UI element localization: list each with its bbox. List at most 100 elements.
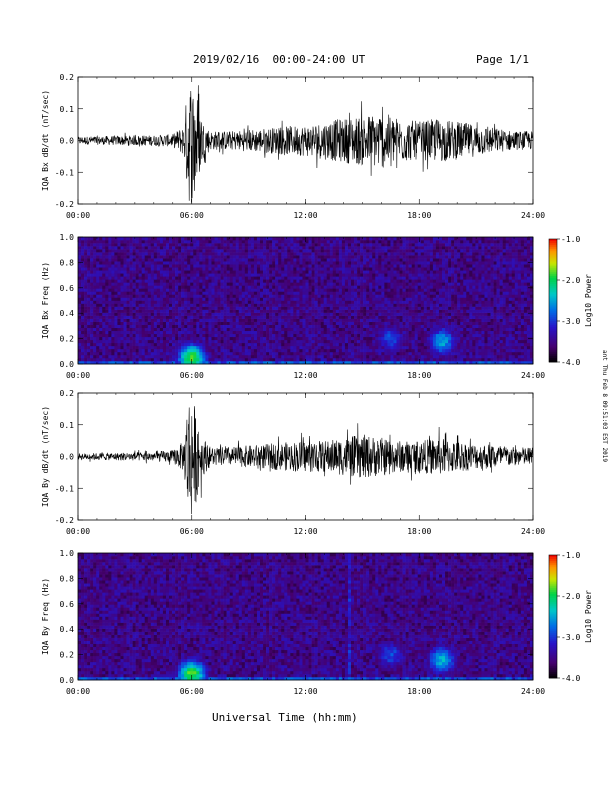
spectrogram-cell <box>326 342 331 347</box>
spectrogram-cell <box>96 270 100 274</box>
spectrogram-cell <box>96 333 100 338</box>
spectrogram-cell <box>305 252 309 256</box>
spectrogram-cell <box>165 288 170 292</box>
spectrogram-cell <box>126 291 130 295</box>
spectrogram-cell <box>308 324 312 329</box>
spectrogram-cell <box>126 327 130 332</box>
spectrogram-cell <box>96 327 100 332</box>
spectrogram-cell <box>284 333 288 338</box>
spectrogram-cell <box>354 309 358 313</box>
spectrogram-cell <box>102 306 106 310</box>
spectrogram-cell <box>120 252 124 256</box>
spectrogram-cell <box>363 237 367 241</box>
spectrogram-cell <box>169 354 173 359</box>
spectrogram-cell <box>156 270 161 274</box>
spectrogram-cell <box>178 276 182 280</box>
spectrogram-cell <box>256 261 261 265</box>
spectrogram-cell <box>402 351 406 356</box>
spectrogram-cell <box>390 288 394 292</box>
spectrogram-cell <box>347 258 352 262</box>
spectrogram-cell <box>341 303 346 307</box>
spectrogram-cell <box>278 279 282 283</box>
spectrogram-cell <box>232 243 237 247</box>
spectrogram-cell <box>141 249 146 253</box>
spectrogram-cell <box>302 237 306 241</box>
spectrogram-cell <box>132 303 136 307</box>
spectrogram-cell <box>196 348 200 353</box>
spectrogram-cell <box>278 246 282 250</box>
spectrogram-cell <box>162 327 167 332</box>
spectrogram-cell <box>156 330 161 335</box>
spectrogram-cell <box>408 357 412 362</box>
spectrogram-cell <box>211 255 215 259</box>
spectrogram-cell <box>190 330 194 335</box>
spectrogram-cell <box>317 270 321 274</box>
spectrogram-cell <box>138 339 142 344</box>
spectrogram-cell <box>241 351 246 356</box>
spectrogram-cell <box>117 237 121 241</box>
spectrogram-cell <box>172 261 176 265</box>
spectrogram-cell <box>223 324 227 329</box>
spectrogram-cell <box>172 300 176 304</box>
spectrogram-cell <box>159 312 164 316</box>
spectrogram-cell <box>290 240 294 244</box>
spectrogram-cell <box>323 246 328 250</box>
spectrogram-cell <box>302 258 306 262</box>
spectrogram-cell <box>214 330 218 335</box>
spectrogram-cell <box>293 252 297 256</box>
spectrogram-cell <box>390 351 394 356</box>
spectrogram-cell <box>420 270 425 274</box>
spectrogram-cell <box>317 264 321 268</box>
spectrogram-cell <box>293 261 297 265</box>
spectrogram-cell <box>341 315 346 319</box>
spectrogram-cell <box>84 261 88 265</box>
spectrogram-cell <box>417 300 422 304</box>
spectrogram-cell <box>326 237 331 241</box>
spectrogram-cell <box>126 330 130 335</box>
spectrogram-cell <box>123 303 127 307</box>
spectrogram-cell <box>202 237 206 241</box>
spectrogram-cell <box>263 315 267 319</box>
spectrogram-cell <box>417 345 422 350</box>
spectrogram-cell <box>175 261 179 265</box>
spectrogram-cell <box>114 285 118 289</box>
spectrogram-cell <box>199 348 203 353</box>
spectrogram-cell <box>281 288 285 292</box>
spectrogram-cell <box>123 279 127 283</box>
spectrogram-cell <box>275 276 279 280</box>
spectrogram-cell <box>281 312 285 316</box>
spectrogram-cell <box>260 261 264 265</box>
spectrogram-cell <box>162 315 167 319</box>
spectrogram-cell <box>90 348 94 353</box>
spectrogram-cell <box>266 273 270 277</box>
spectrogram-cell <box>96 288 100 292</box>
spectrogram-cell <box>199 249 203 253</box>
spectrogram-cell <box>344 315 349 319</box>
spectrogram-cell <box>132 294 136 298</box>
spectrogram-cell <box>217 246 221 250</box>
spectrogram-cell <box>138 324 142 329</box>
spectrogram-cell <box>93 285 97 289</box>
spectrogram-cell <box>108 282 112 286</box>
spectrogram-cell <box>232 360 237 365</box>
spectrogram-cell <box>244 285 249 289</box>
spectrogram-cell <box>238 297 243 301</box>
spectrogram-cell <box>202 279 206 283</box>
spectrogram-cell <box>156 282 161 286</box>
spectrogram-cell <box>405 240 409 244</box>
spectrogram-cell <box>235 276 240 280</box>
spectrogram-cell <box>378 264 382 268</box>
spectrogram-cell <box>284 306 288 310</box>
spectrogram-cell <box>162 249 167 253</box>
spectrogram-cell <box>308 285 312 289</box>
spectrogram-cell <box>378 345 382 350</box>
spectrogram-cell <box>269 285 273 289</box>
spectrogram-cell <box>81 261 85 265</box>
spectrogram-cell <box>250 267 255 271</box>
spectrogram-cell <box>135 249 139 253</box>
spectrogram-cell <box>196 354 200 359</box>
spectrogram-cell <box>332 252 337 256</box>
spectrogram-cell <box>235 354 240 359</box>
spectrogram-cell <box>338 324 343 329</box>
spectrogram-cell <box>105 294 109 298</box>
